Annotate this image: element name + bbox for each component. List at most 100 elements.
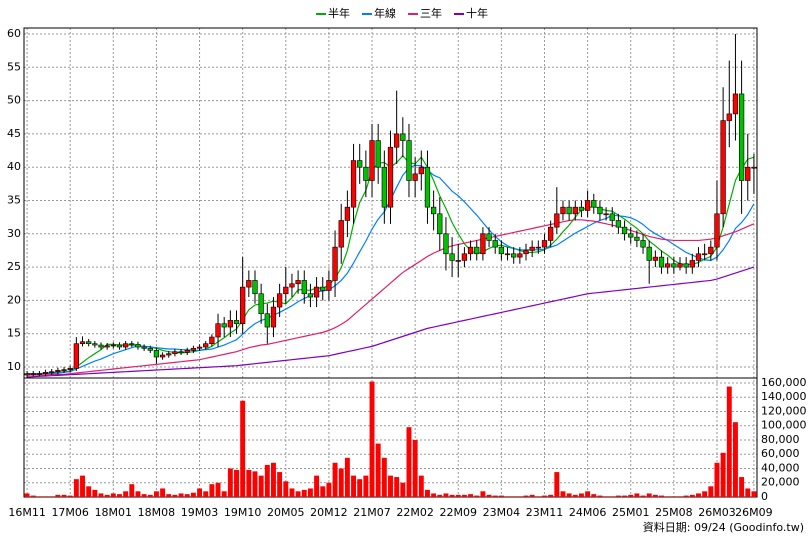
volume-bar <box>36 496 42 497</box>
x-tick-label: 17M06 <box>51 506 89 519</box>
volume-bar <box>400 482 406 497</box>
volume-bar <box>141 494 147 497</box>
candle-body <box>190 348 197 351</box>
y-tick-label: 55 <box>7 60 21 73</box>
candle-body <box>541 240 548 248</box>
candle-body <box>381 166 387 208</box>
volume-bar <box>498 495 504 497</box>
volume-bar <box>517 496 523 497</box>
volume-bar <box>24 493 30 497</box>
y2-tick-label: 40,000 <box>761 461 800 474</box>
volume-bar <box>80 475 85 497</box>
candle-body <box>671 263 677 268</box>
volume-bar <box>394 477 400 497</box>
candle-body <box>104 345 110 348</box>
candle-body <box>203 343 209 348</box>
y-tick-label: 35 <box>7 194 21 207</box>
x-tick-label: 21M07 <box>353 506 391 519</box>
candle-body <box>504 253 511 256</box>
volume-bar <box>603 496 609 497</box>
volume-bar <box>720 452 726 497</box>
y-tick-label: 25 <box>7 260 21 273</box>
volume-bar <box>98 493 104 497</box>
volume-bar <box>566 493 572 497</box>
candle-body <box>726 113 732 121</box>
candle-body <box>677 263 683 268</box>
x-tick-label: 19M10 <box>224 506 262 519</box>
volume-bar <box>129 484 135 497</box>
candle-body <box>240 286 246 325</box>
candle-body <box>215 323 221 338</box>
y-tick-label: 30 <box>7 227 21 240</box>
candle-body <box>548 226 554 241</box>
volume-bar <box>160 488 166 497</box>
volume-bar <box>412 439 418 497</box>
ma-line <box>27 266 755 378</box>
candle-body <box>572 206 578 215</box>
volume-bar <box>480 491 486 497</box>
volume-bar <box>30 495 36 497</box>
candle-body <box>184 350 190 353</box>
volume-bar <box>369 381 375 497</box>
volume-bar <box>554 472 560 497</box>
volume-bar <box>234 469 239 497</box>
volume-bar <box>634 493 640 497</box>
data-note: 資料日期: 09/24 (Goodinfo.tw) <box>643 520 804 534</box>
candle-body <box>116 344 123 348</box>
candle-body <box>658 256 665 268</box>
candle-body <box>387 146 394 208</box>
legend-label: 三年 <box>420 6 442 20</box>
y2-tick-label: 60,000 <box>761 447 800 460</box>
candle-body <box>394 133 400 148</box>
y2-tick-label: 0 <box>761 490 768 503</box>
candle-body <box>307 293 314 298</box>
candle-body <box>42 372 49 374</box>
candle-body <box>597 206 603 215</box>
y-tick-label: 40 <box>7 160 21 173</box>
candle-body <box>196 346 203 349</box>
volume-bar <box>652 494 658 497</box>
volume-bar <box>622 495 628 497</box>
volume-bar <box>301 489 307 497</box>
volume-bar <box>295 491 301 497</box>
plot-area: 10 15 20 25 30 35 40 45 50 55 60 020,000 40,00060,00… <box>7 27 807 519</box>
candle-body <box>178 351 184 353</box>
candle-body <box>344 206 351 221</box>
candle-body <box>233 320 240 325</box>
volume-bar <box>92 489 98 497</box>
volume-bar <box>591 494 597 497</box>
candle-body <box>695 253 702 261</box>
volume-bar <box>609 496 615 497</box>
volume-bar <box>677 496 683 497</box>
candle-body <box>313 286 320 298</box>
candle-body <box>326 280 332 291</box>
candle-body <box>455 260 461 262</box>
volume-bar <box>726 386 732 497</box>
candle-body <box>640 240 646 248</box>
candle-body <box>492 240 498 248</box>
volume-bar <box>714 462 720 497</box>
volume-bar <box>486 494 492 497</box>
y-tick-label: 10 <box>7 360 21 373</box>
volume-bar <box>646 493 652 497</box>
volume-bar <box>492 495 498 497</box>
candle-body <box>628 233 634 238</box>
candle-body <box>480 233 486 255</box>
x-tick-label: 19M03 <box>181 506 219 519</box>
x-tick-label: 25M01 <box>612 506 650 519</box>
candle-body <box>289 283 295 288</box>
candle-body <box>276 293 283 308</box>
volume-bar <box>61 494 67 497</box>
x-tick-label: 18M01 <box>95 506 133 519</box>
candle-body <box>258 293 264 315</box>
volume-bar <box>511 496 517 497</box>
candle-body <box>732 93 739 115</box>
volume-bar <box>665 496 671 497</box>
volume-bar <box>468 494 474 497</box>
candle-body <box>566 206 572 215</box>
volume-bar <box>696 493 701 497</box>
volume-bar <box>689 494 695 497</box>
volume-bar <box>542 495 547 497</box>
